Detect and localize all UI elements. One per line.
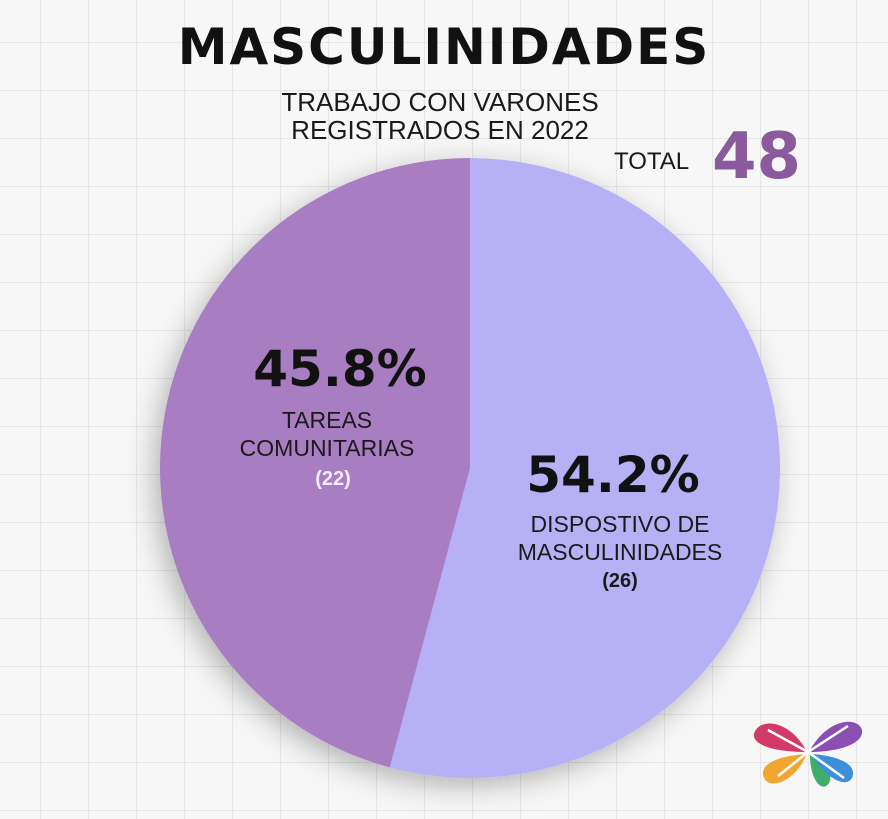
- slice-label-tareas-line-1: TAREAS: [281, 407, 373, 433]
- subtitle-line-1: TRABAJO CON VARONES: [281, 87, 599, 117]
- butterfly-logo-icon: [753, 721, 863, 787]
- chart-title: MASCULINIDADES: [177, 18, 711, 76]
- slice-label-tareas: TAREAS COMUNITARIAS: [187, 406, 467, 462]
- total-value: 48: [712, 120, 802, 194]
- pie-slice-dispositivo: [389, 158, 780, 778]
- pie-slice-tareas: [159, 158, 470, 768]
- slice-count-tareas: (22): [315, 468, 351, 490]
- subtitle-line-2: REGISTRADOS EN 2022: [291, 115, 589, 145]
- slice-percent-dispositivo: 54.2%: [526, 446, 700, 504]
- total-label: TOTAL: [614, 148, 690, 175]
- slice-percent-tareas: 45.8%: [253, 340, 427, 398]
- slice-label-dispositivo-line-1: DISPOSTIVO DE: [530, 511, 710, 537]
- slice-label-dispositivo-line-2: MASCULINIDADES: [517, 539, 723, 565]
- slice-label-tareas-line-2: COMUNITARIAS: [239, 435, 415, 461]
- slice-count-dispositivo: (26): [602, 570, 638, 592]
- slice-label-dispositivo: DISPOSTIVO DE MASCULINIDADES: [480, 510, 760, 566]
- chart-subtitle: TRABAJO CON VARONES REGISTRADOS EN 2022: [180, 88, 700, 144]
